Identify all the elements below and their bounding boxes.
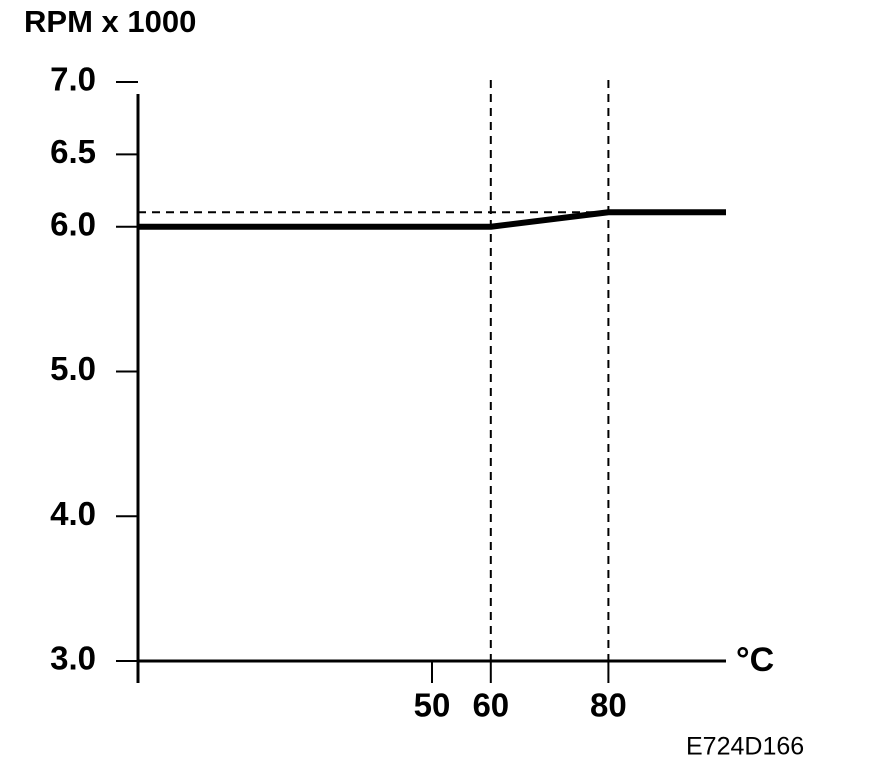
x-tick-label: 60 xyxy=(472,687,509,724)
y-tick-label: 7.0 xyxy=(50,61,96,98)
figure-code: E724D166 xyxy=(686,733,804,761)
x-tick-label: 80 xyxy=(590,687,627,724)
data-line xyxy=(138,209,726,230)
chart-title: RPM x 1000 xyxy=(24,4,196,39)
y-tick-label: 6.5 xyxy=(50,133,96,170)
x-unit: °C xyxy=(736,641,774,679)
y-tick-label: 5.0 xyxy=(50,350,96,387)
y-tick-label: 4.0 xyxy=(50,495,96,532)
x-tick-label: 50 xyxy=(414,687,451,724)
y-tick-label: 6.0 xyxy=(50,205,96,242)
y-tick-label: 3.0 xyxy=(50,640,96,677)
